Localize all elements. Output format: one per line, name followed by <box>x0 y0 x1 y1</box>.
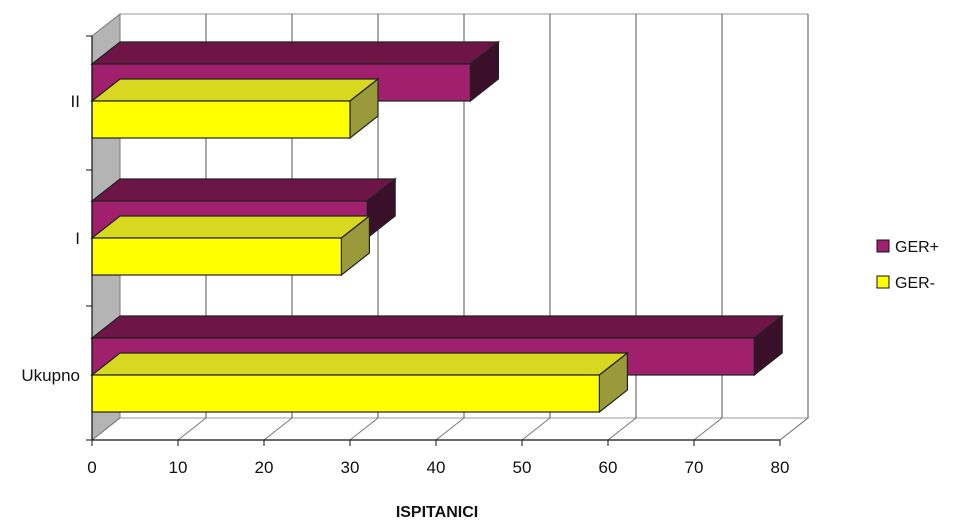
bar-GER--Ukupno <box>91 374 600 413</box>
x-tick-label: 30 <box>341 458 360 477</box>
category-label: Ukupno <box>21 366 80 385</box>
floor-gridline <box>177 417 207 441</box>
floor-gridline <box>607 417 637 441</box>
bar-top-GER+-I <box>90 178 397 202</box>
floor-gridline <box>521 417 551 441</box>
x-tick-label: 40 <box>427 458 446 477</box>
floor-gridline <box>779 417 809 441</box>
bar-GER--I <box>91 237 342 276</box>
x-tick-label: 20 <box>255 458 274 477</box>
legend-swatch-GER- <box>876 275 890 289</box>
bar-GER--II <box>91 100 351 139</box>
floor-gridline <box>349 417 379 441</box>
bar-top-GER--I <box>90 215 372 239</box>
x-tick-label: 0 <box>87 458 96 477</box>
x-tick-labels: 0 10 20 30 40 50 60 70 80 <box>87 458 789 477</box>
x-tick-label: 50 <box>513 458 532 477</box>
bar-top-GER--Ukupno <box>90 352 630 376</box>
category-label: II <box>71 92 80 111</box>
x-tick-label: 80 <box>771 458 790 477</box>
category-label: I <box>75 229 80 248</box>
x-tick-label: 60 <box>599 458 618 477</box>
legend-label: GER+ <box>895 239 939 256</box>
bars <box>90 40 784 414</box>
bar-top-GER+-Ukupno <box>90 315 784 339</box>
x-tick-label: 10 <box>169 458 188 477</box>
x-tick-label: 70 <box>685 458 704 477</box>
legend-label: GER- <box>895 275 935 292</box>
legend: GER+ GER- <box>876 239 939 292</box>
floor-gridline <box>91 417 121 441</box>
bar-top-GER+-II <box>90 41 501 65</box>
legend-swatch-GER+ <box>876 239 890 253</box>
bar-top-GER--II <box>90 78 380 102</box>
axes <box>86 35 781 446</box>
floor-gridline <box>693 417 723 441</box>
x-axis-label: ISPITANICI <box>396 504 478 521</box>
floor-gridline <box>435 417 465 441</box>
floor-gridline <box>263 417 293 441</box>
